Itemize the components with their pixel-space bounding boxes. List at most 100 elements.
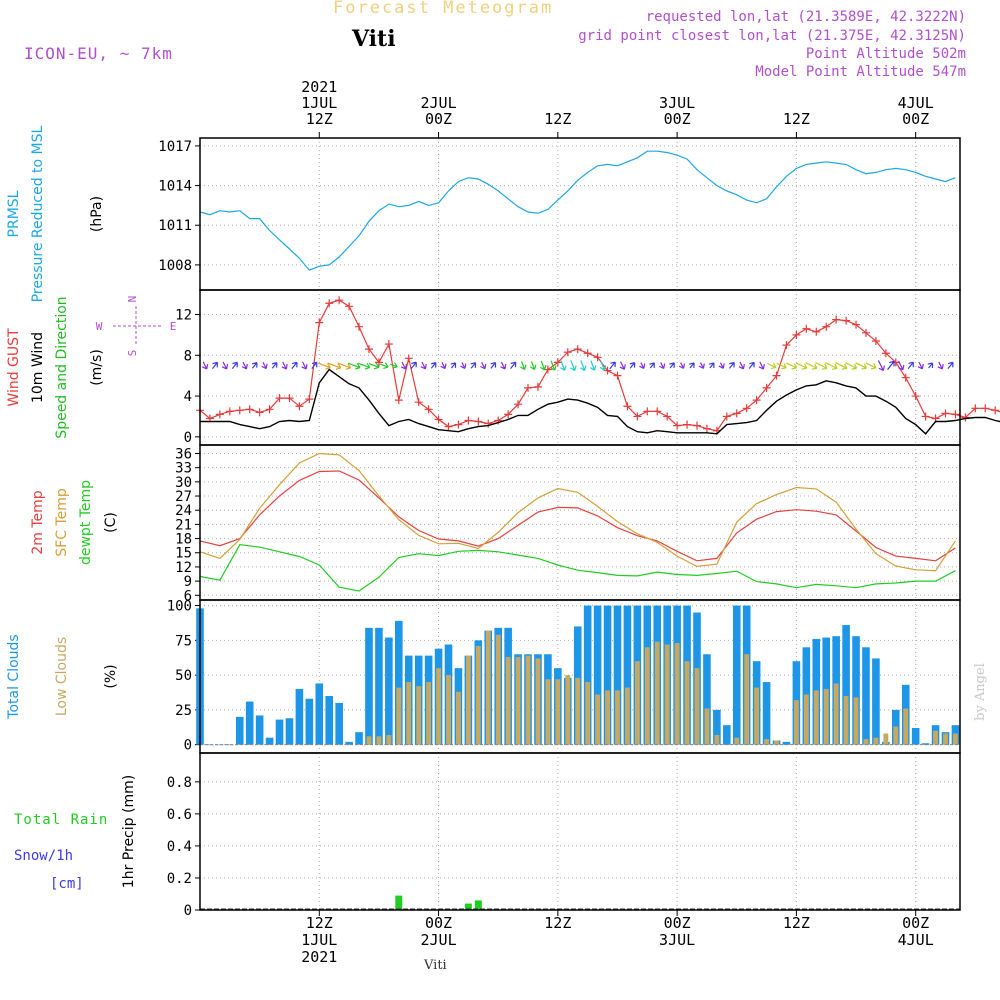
gust-marker	[245, 405, 254, 414]
wind-direction-arrow	[629, 362, 636, 369]
gust-marker	[345, 302, 354, 311]
wind-direction-arrow	[678, 362, 686, 369]
low-cloud-bar	[416, 686, 422, 745]
total-cloud-bar	[782, 741, 791, 745]
bottom-time-label: 3JUL	[659, 931, 695, 949]
compass-west: W	[96, 320, 103, 333]
bottom-time-label: 4JUL	[898, 931, 934, 949]
low-cloud-bar	[545, 679, 551, 745]
wind-direction-arrow	[907, 361, 914, 370]
wind-direction-arrow	[728, 361, 735, 369]
bottom-time-label: 2JUL	[420, 931, 456, 949]
wind-direction-arrow	[708, 362, 715, 369]
precip-snow-label: Snow/1h	[14, 848, 73, 864]
y-tick-label: 1014	[158, 179, 192, 195]
y-tick-label: 9	[184, 574, 192, 590]
y-axis-label: 2m Temp	[30, 490, 46, 554]
wind-direction-arrow	[368, 362, 380, 370]
sfc-temp-line	[199, 452, 956, 572]
wind-direction-arrow	[291, 361, 298, 369]
gust-marker	[981, 404, 990, 413]
gust-marker	[514, 400, 523, 409]
low-cloud-bar	[873, 737, 879, 745]
compass-south: S	[126, 350, 139, 357]
low-cloud-bar	[684, 661, 690, 745]
low-cloud-bar	[446, 675, 451, 745]
wind-direction-arrow	[758, 361, 765, 370]
y-axis-label: (hPa)	[89, 196, 105, 232]
y-tick-label: 0.2	[167, 871, 192, 887]
low-cloud-bar	[734, 737, 740, 745]
wind-direction-arrow	[718, 362, 725, 369]
wind-direction-arrow	[877, 360, 885, 372]
low-cloud-bar	[714, 734, 720, 745]
wind-direction-arrow	[440, 362, 447, 370]
wind-direction-arrow	[570, 360, 577, 372]
total-cloud-bar	[842, 625, 850, 745]
total-cloud-bar	[216, 744, 224, 746]
wind-direction-arrow	[420, 361, 427, 370]
y-axis-label: Low Clouds	[54, 637, 70, 716]
clouds-panel: 0 25 50 75 100 Total Clouds Low Clouds (%)	[6, 599, 961, 754]
gust-marker	[663, 412, 672, 421]
y-axis-label: (C)	[103, 512, 119, 533]
rain-bar	[474, 900, 482, 910]
gust-marker	[702, 424, 711, 433]
y-tick-label: 18	[175, 532, 192, 548]
low-cloud-bar	[426, 682, 432, 745]
low-cloud-bar	[813, 690, 819, 745]
wind-direction-arrow	[211, 361, 218, 369]
top-time-label: 12Z	[783, 110, 810, 128]
gust-marker	[842, 316, 851, 325]
2m-temp-line	[199, 470, 956, 562]
bottom-time-label: 1JUL	[301, 931, 337, 949]
gust-marker	[802, 324, 811, 333]
wind-direction-arrow	[261, 362, 268, 370]
top-time-label: 00Z	[425, 110, 452, 128]
wind-direction-arrow	[835, 362, 848, 370]
low-cloud-bar	[853, 697, 859, 745]
gust-marker	[693, 421, 701, 430]
total-cloud-bar	[921, 743, 930, 745]
wind-direction-arrow	[550, 360, 557, 371]
total-cloud-bar	[385, 637, 393, 745]
y-axis-label: Wind GUST	[6, 328, 22, 407]
wind-direction-arrow	[281, 361, 288, 370]
precip-rain-label: Total Rain	[14, 812, 108, 828]
low-cloud-bar	[883, 733, 889, 745]
low-cloud-bar	[704, 708, 710, 745]
y-tick-label: 50	[175, 668, 192, 684]
gust-marker	[742, 404, 751, 413]
gust-marker	[991, 406, 1000, 415]
gust-marker	[315, 318, 324, 327]
wind-direction-arrow	[231, 361, 238, 369]
total-cloud-bar	[732, 605, 741, 745]
wind-direction-arrow	[609, 361, 616, 370]
low-cloud-bar	[386, 734, 392, 745]
gust-marker	[673, 421, 682, 430]
low-cloud-bar	[654, 641, 660, 745]
wind-direction-arrow	[927, 362, 934, 369]
gust-marker	[871, 336, 880, 345]
y-axis-label: (%)	[103, 664, 119, 688]
model-label: ICON-EU, ~ 7km	[24, 44, 173, 63]
wind-direction-arrow	[589, 360, 597, 371]
gust-marker	[593, 353, 602, 362]
y-axis-label: (m/s)	[89, 349, 105, 386]
precip-unit-label: [cm]	[50, 876, 84, 892]
top-time-label: 1JUL	[301, 94, 337, 112]
low-cloud-bar	[833, 683, 839, 745]
gust-marker	[215, 410, 224, 419]
chart-title: Forecast Meteogram	[333, 0, 554, 18]
gust-marker	[643, 407, 652, 416]
gust-marker	[295, 402, 304, 411]
wind-direction-arrow	[947, 361, 954, 369]
y-axis-label: 1hr Precip (mm)	[121, 775, 137, 888]
y-tick-label: 24	[175, 503, 192, 519]
y-tick-label: 100	[167, 599, 192, 615]
low-cloud-bar	[436, 668, 441, 745]
gust-marker	[563, 348, 572, 357]
gust-marker	[683, 420, 692, 429]
